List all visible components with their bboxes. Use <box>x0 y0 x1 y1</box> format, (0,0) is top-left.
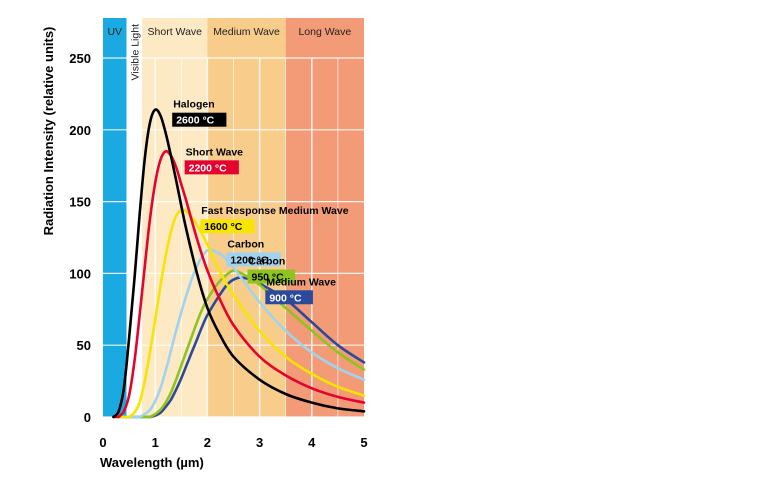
curve-short-wave-2200-c <box>117 149 366 419</box>
annotation-temp-1: 2200 °C <box>189 162 227 174</box>
y-tick-label: 200 <box>69 123 91 138</box>
annotation-name-2: Fast Response Medium Wave <box>201 205 348 217</box>
y-tick-label: 150 <box>69 195 91 210</box>
annotation-name-3: Carbon <box>227 238 264 250</box>
x-tick-label: 5 <box>360 435 367 450</box>
band-label-medium-wave: Medium Wave <box>213 26 280 38</box>
curve-carbon-1200-c <box>138 248 366 419</box>
band-label-short-wave: Short Wave <box>148 26 203 38</box>
annotation-box-3 <box>226 252 281 267</box>
x-tick-label: 2 <box>204 435 211 450</box>
annotation-temp-4: 950 °C <box>252 272 285 284</box>
annotation-box-4 <box>247 269 296 284</box>
x-tick-label: 0 <box>99 435 106 450</box>
x-tick-label: 4 <box>308 435 316 450</box>
wavelength-bands: UV Visible Light Short Wave Medium Wave Long… <box>103 18 364 417</box>
annotation-name-0: Halogen <box>173 99 214 111</box>
x-axis-title: Wavelength (µm) <box>100 455 204 470</box>
annotation-name-5: Medium Wave <box>266 276 336 288</box>
band-medium-wave <box>207 18 286 417</box>
x-tick-label: 3 <box>256 435 263 450</box>
y-tick-label: 250 <box>69 51 91 66</box>
x-tick-label: 1 <box>152 435 159 450</box>
y-axis-title: Radiation Intensity (relative units) <box>41 27 56 236</box>
y-tick-label: 0 <box>84 410 91 425</box>
annotation-temp-2: 1600 °C <box>204 221 242 233</box>
y-tick-label: 100 <box>69 266 91 281</box>
band-label-visible-light: Visible Light <box>129 24 141 81</box>
y-tick-label: 50 <box>77 338 91 353</box>
curve-annotations: Halogen 2600 °C Short Wave 2200 °C Fast Resp… <box>172 99 349 305</box>
annotation-box-5 <box>265 290 313 305</box>
annotation-temp-3: 1200 °C <box>230 254 268 266</box>
band-uv <box>103 18 127 417</box>
annotation-temp-5: 900 °C <box>269 292 302 304</box>
annotation-box-0 <box>172 112 227 127</box>
band-long-wave <box>285 18 364 417</box>
band-label-long-wave: Long Wave <box>298 26 351 38</box>
curve-halogen-2600-c <box>112 108 366 419</box>
annotation-box-2 <box>200 219 255 234</box>
annotation-name-1: Short Wave <box>186 146 244 158</box>
annotation-name-4: Carbon <box>249 256 286 268</box>
band-label-uv: UV <box>107 26 122 38</box>
annotation-temp-0: 2600 °C <box>176 115 214 127</box>
annotation-box-1 <box>184 160 239 175</box>
